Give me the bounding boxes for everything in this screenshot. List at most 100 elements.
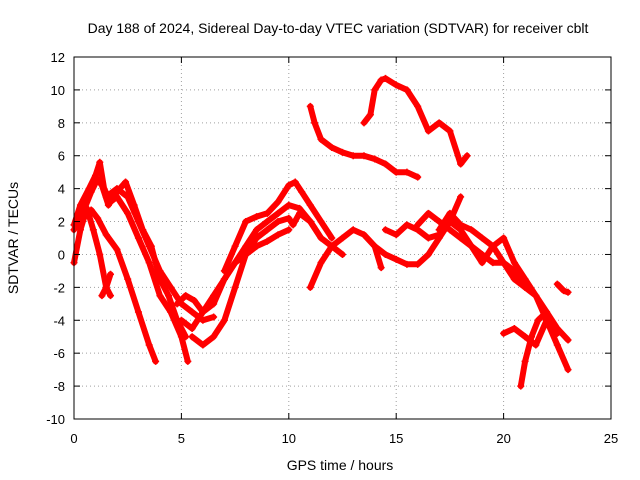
data-point [107,270,115,278]
data-point [184,357,192,365]
data-point [446,209,454,217]
series-track-15 [382,218,571,373]
x-axis-label: GPS time / hours [287,457,394,473]
data-point [360,231,368,239]
data-point [392,81,400,89]
data-point [392,255,400,263]
data-point [435,218,443,226]
data-point [532,292,540,300]
data-point [122,178,130,186]
data-point [457,221,465,229]
data-point [478,234,486,242]
data-point [98,292,106,300]
data-point [231,283,239,291]
data-point [349,226,357,234]
data-point [467,242,475,250]
data-point [534,316,542,324]
data-point [510,275,518,283]
data-point [500,259,508,267]
data-point [553,329,561,337]
data-point [285,226,293,234]
series-track-12 [307,103,421,181]
data-point [328,234,336,242]
data-point [253,213,261,221]
data-point [339,234,346,242]
data-point [446,127,454,135]
data-point [553,341,561,349]
data-point [532,341,540,349]
data-point [371,242,379,250]
plot-frame [73,56,612,420]
data-point [564,288,572,296]
data-point [113,193,121,201]
data-point [113,185,121,193]
data-point [339,148,346,156]
data-point [463,152,471,160]
data-point [210,333,218,341]
data-point [489,259,497,267]
data-point [167,283,175,291]
series-track-8 [189,210,346,348]
data-point [210,313,218,321]
data-point [306,201,314,209]
data-point [94,214,102,222]
data-point [377,264,385,272]
y-tick-label: 12 [51,50,65,65]
data-point [517,382,525,390]
data-point [392,168,400,176]
x-tick-label: 5 [178,431,185,446]
y-tick-label: -8 [53,379,65,394]
data-point [510,259,518,267]
data-point [478,250,486,258]
data-point [564,366,572,374]
data-point [285,181,293,189]
data-point [107,292,115,300]
data-point [424,127,432,135]
data-point [424,209,432,217]
data-point [102,193,110,201]
y-tick-label: -4 [53,313,65,328]
data-point [124,209,132,217]
data-point [156,267,164,275]
data-point [424,250,432,258]
data-point [165,292,173,300]
data-point [263,218,271,226]
data-point [242,250,250,258]
data-point [564,336,572,344]
data-point [521,333,529,341]
axis-ticks: 0 5 10 15 20 25 -10 -8 -6 -4 -2 0 2 4 6 8 10 12 [46,50,618,446]
data-point [231,259,239,267]
data-point [76,201,84,209]
data-point [500,329,508,337]
data-point [210,292,218,300]
data-point [100,185,108,193]
data-point [81,209,89,217]
data-point [199,341,207,349]
data-point [467,226,475,234]
data-point [134,308,142,316]
y-tick-label: 10 [51,83,65,98]
data-point [403,221,411,229]
data-point [317,259,325,267]
data-point [188,308,196,316]
y-tick-label: -2 [53,280,65,295]
data-point [124,193,132,201]
data-point [107,198,115,206]
data-point [253,226,261,234]
data-point [371,155,379,163]
data-point [274,231,282,239]
data-point [424,234,432,242]
data-point [521,283,529,291]
data-point [263,209,271,217]
data-point [134,234,142,242]
data-point [220,316,228,324]
data-point [403,260,411,268]
y-tick-label: 8 [58,116,65,131]
data-point [381,226,389,234]
data-point [377,76,385,84]
data-point [392,231,400,239]
data-point [285,214,293,222]
data-point [134,218,142,226]
data-point [177,333,185,341]
data-point [291,178,299,186]
